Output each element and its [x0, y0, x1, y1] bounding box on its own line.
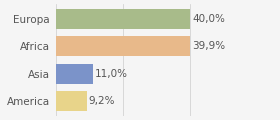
- Bar: [56, 36, 190, 56]
- Text: 11,0%: 11,0%: [95, 69, 128, 79]
- Bar: [56, 9, 190, 29]
- Text: 9,2%: 9,2%: [88, 96, 115, 106]
- Text: 39,9%: 39,9%: [192, 41, 225, 51]
- Text: 40,0%: 40,0%: [192, 14, 225, 24]
- Bar: [56, 64, 93, 84]
- Bar: [56, 91, 87, 111]
